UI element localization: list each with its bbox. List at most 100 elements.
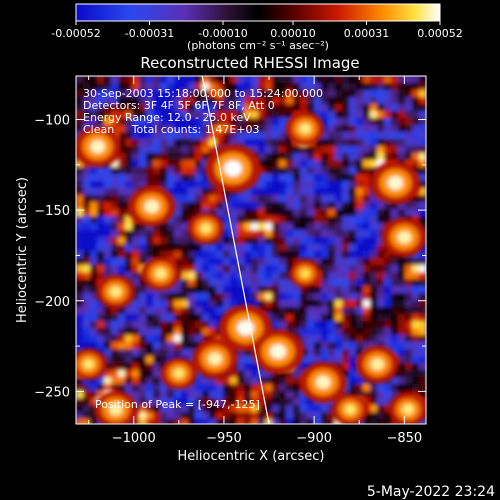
heatmap-cell bbox=[349, 279, 357, 287]
heatmap-cell bbox=[342, 328, 350, 336]
heatmap-cell bbox=[174, 279, 182, 287]
heatmap-cell bbox=[412, 118, 420, 126]
heatmap-cell bbox=[118, 363, 126, 371]
heatmap-cell bbox=[258, 377, 266, 385]
heatmap-cell bbox=[419, 160, 426, 168]
heatmap-cell bbox=[167, 391, 175, 399]
heatmap-cell bbox=[223, 251, 231, 259]
heatmap-cell bbox=[363, 174, 371, 182]
heatmap-cell bbox=[181, 76, 189, 84]
heatmap-cell bbox=[384, 258, 392, 266]
heatmap-cell bbox=[279, 244, 287, 252]
heatmap-cell bbox=[146, 342, 154, 350]
heatmap-cell bbox=[146, 111, 154, 119]
heatmap-cell bbox=[405, 132, 413, 140]
heatmap-cell bbox=[300, 293, 308, 301]
emission-blob bbox=[141, 256, 180, 291]
heatmap-cell bbox=[76, 244, 84, 252]
heatmap-cell bbox=[160, 90, 168, 98]
heatmap-cell bbox=[118, 209, 126, 217]
heatmap-cell bbox=[237, 202, 245, 210]
heatmap-cell bbox=[265, 90, 273, 98]
annotation-line: Clean Total counts: 1.47E+03 bbox=[83, 123, 260, 136]
heatmap-cell bbox=[202, 181, 210, 189]
heatmap-cell bbox=[111, 251, 119, 259]
heatmap-cell bbox=[111, 349, 119, 357]
heatmap-cell bbox=[314, 223, 322, 231]
heatmap-cell bbox=[153, 349, 161, 357]
heatmap-cell bbox=[139, 139, 147, 147]
heatmap-cell bbox=[188, 412, 196, 420]
heatmap-cell bbox=[307, 244, 315, 252]
heatmap-cell bbox=[286, 405, 294, 413]
heatmap-cell bbox=[181, 153, 189, 161]
heatmap-cell bbox=[125, 230, 133, 238]
heatmap-cell bbox=[419, 188, 426, 196]
heatmap-cell bbox=[202, 146, 210, 154]
heatmap-cell bbox=[391, 202, 399, 210]
heatmap-cell bbox=[146, 370, 154, 378]
colorbar-tick-label: -0.00052 bbox=[51, 27, 100, 40]
heatmap-cell bbox=[216, 265, 224, 273]
heatmap-cell bbox=[153, 174, 161, 182]
heatmap-cell bbox=[286, 188, 294, 196]
heatmap-cell bbox=[391, 384, 399, 392]
heatmap-cell bbox=[76, 405, 84, 413]
heatmap-cell bbox=[202, 314, 210, 322]
heatmap-cell bbox=[202, 307, 210, 315]
heatmap-cell bbox=[321, 342, 329, 350]
heatmap-cell bbox=[97, 174, 105, 182]
heatmap-cell bbox=[160, 153, 168, 161]
heatmap-cell bbox=[377, 321, 385, 329]
heatmap-cell bbox=[118, 377, 126, 385]
heatmap-cell bbox=[307, 181, 315, 189]
heatmap-cell bbox=[132, 279, 140, 287]
heatmap-cell bbox=[342, 97, 350, 105]
heatmap-cell bbox=[335, 363, 343, 371]
heatmap-cell bbox=[167, 181, 175, 189]
heatmap-cell bbox=[188, 153, 196, 161]
heatmap-cell bbox=[398, 111, 406, 119]
annotation-block: 30-Sep-2003 15:18:00.000 to 15:24:00.000… bbox=[83, 87, 323, 136]
heatmap-cell bbox=[272, 216, 280, 224]
heatmap-cell bbox=[111, 321, 119, 329]
heatmap-cell bbox=[272, 76, 280, 84]
heatmap-cell bbox=[125, 251, 133, 259]
heatmap-cell bbox=[125, 265, 133, 273]
heatmap-cell bbox=[216, 132, 224, 140]
heatmap-cell bbox=[111, 230, 119, 238]
heatmap-cell bbox=[209, 391, 217, 399]
heatmap-cell bbox=[314, 349, 322, 357]
heatmap-cell bbox=[258, 160, 266, 168]
heatmap-cell bbox=[132, 258, 140, 266]
heatmap-cell bbox=[286, 181, 294, 189]
heatmap-cell bbox=[384, 412, 392, 420]
heatmap-cell bbox=[195, 335, 203, 343]
heatmap-cell bbox=[160, 83, 168, 91]
heatmap-cell bbox=[90, 230, 98, 238]
heatmap-cell bbox=[314, 237, 322, 245]
heatmap-cell bbox=[237, 83, 245, 91]
heatmap-cell bbox=[111, 335, 119, 343]
heatmap-cell bbox=[167, 223, 175, 231]
heatmap-cell bbox=[195, 181, 203, 189]
heatmap-cell bbox=[265, 146, 273, 154]
heatmap-cell bbox=[244, 139, 252, 147]
heatmap-cell bbox=[419, 76, 426, 84]
heatmap-cell bbox=[419, 321, 426, 329]
heatmap-cell bbox=[188, 202, 196, 210]
heatmap-cell bbox=[398, 286, 406, 294]
heatmap-cell bbox=[356, 125, 364, 133]
heatmap-cell bbox=[251, 286, 259, 294]
heatmap-cell bbox=[125, 174, 133, 182]
heatmap-cell bbox=[405, 314, 413, 322]
heatmap-cell bbox=[83, 230, 91, 238]
heatmap-cell bbox=[398, 76, 406, 84]
heatmap-cell bbox=[258, 300, 266, 308]
heatmap-cell bbox=[300, 237, 308, 245]
heatmap-cell bbox=[314, 342, 322, 350]
heatmap-cell bbox=[272, 237, 280, 245]
heatmap-cell bbox=[265, 167, 273, 175]
heatmap-cell bbox=[125, 209, 133, 217]
heatmap-cell bbox=[370, 391, 378, 399]
